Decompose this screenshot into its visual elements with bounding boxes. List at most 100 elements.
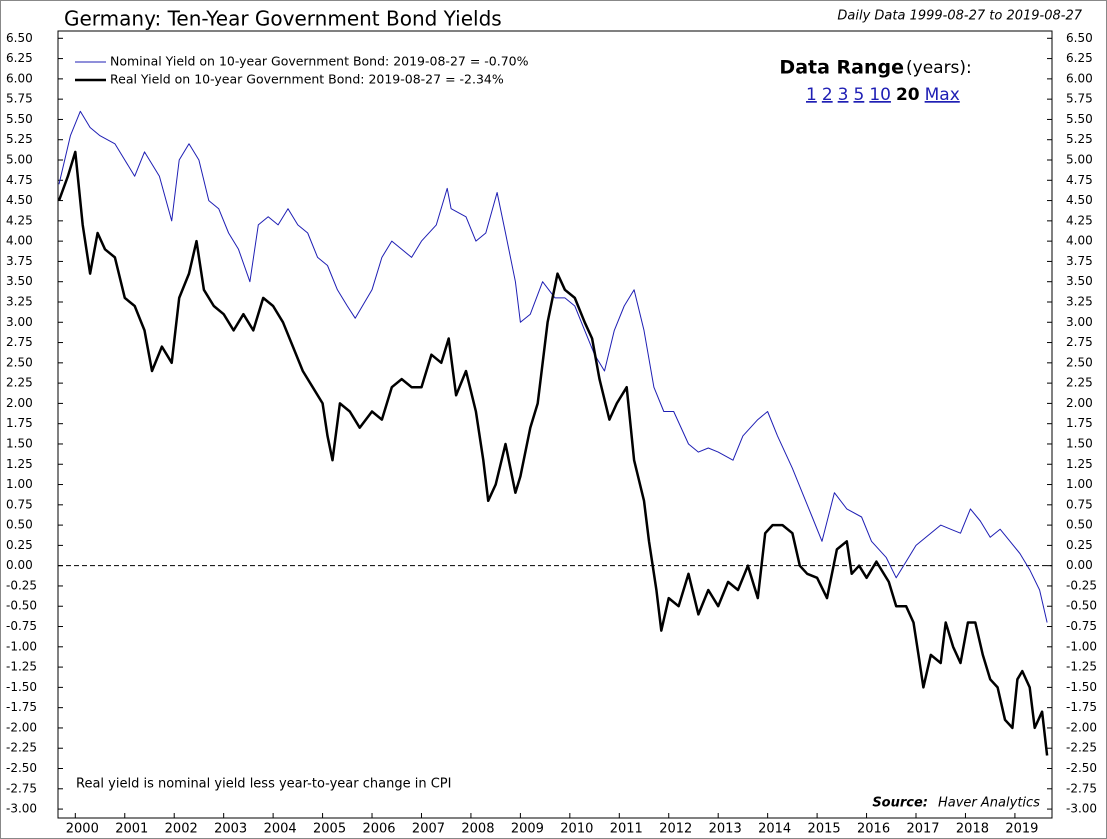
y-tick-label: -1.00 (6, 639, 37, 653)
y2-tick-label: 1.00 (1066, 477, 1093, 491)
y-tick-label: 0.75 (6, 497, 33, 511)
x-tick-label: 2009 (511, 822, 544, 837)
x-tick-label: 2019 (1005, 822, 1038, 837)
y-tick-label: -0.75 (6, 619, 37, 633)
x-tick-label: 2004 (264, 822, 297, 837)
data-range: Data Range (years): (779, 57, 971, 79)
chart-title: Germany: Ten-Year Government Bond Yields (64, 7, 502, 31)
y-tick-label: 2.00 (6, 396, 33, 410)
x-tick-label: 2000 (66, 822, 99, 837)
y-tick-label: 3.50 (6, 274, 33, 288)
y2-tick-label: -0.50 (1066, 599, 1097, 613)
y-tick-label: 1.50 (6, 436, 33, 450)
y2-tick-label: 0.50 (1066, 518, 1093, 532)
y-tick-label: -2.25 (6, 741, 37, 755)
y-tick-label: 0.00 (6, 558, 33, 572)
y2-tick-label: 4.00 (1066, 234, 1093, 248)
y-tick-label: 5.00 (6, 153, 33, 167)
source: Haver Analytics (938, 796, 1040, 811)
range-link[interactable]: 1 (806, 85, 817, 105)
series-line (58, 110, 1048, 623)
y2-tick-label: 5.00 (1066, 153, 1093, 167)
x-tick-label: 2015 (808, 822, 841, 837)
y2-tick-label: -2.25 (1066, 741, 1097, 755)
x-tick-label: 2014 (758, 822, 791, 837)
y-tick-label: 6.50 (6, 31, 33, 45)
y-tick-label: 4.00 (6, 234, 33, 248)
y-tick-label: 2.25 (6, 376, 33, 390)
legend-label: Real Yield on 10-year Government Bond: 2… (110, 72, 504, 87)
y-tick-label: 5.25 (6, 132, 33, 146)
y2-tick-label: 5.50 (1066, 112, 1093, 126)
y-tick-label: 2.75 (6, 335, 33, 349)
y2-tick-label: 3.25 (1066, 294, 1093, 308)
y-tick-label: 1.75 (6, 416, 33, 430)
y-tick-label: 4.75 (6, 173, 33, 187)
y2-tick-label: 2.50 (1066, 355, 1093, 369)
y2-tick-label: 5.75 (1066, 92, 1093, 106)
y2-tick-label: 6.00 (1066, 71, 1093, 85)
y-tick-label: 2.50 (6, 355, 33, 369)
y2-tick-label: -1.00 (1066, 639, 1097, 653)
subtitle: Daily Data 1999-08-27 to 2019-08-27 (837, 9, 1082, 24)
y-tick-label: -0.50 (6, 599, 37, 613)
x-tick-label: 2011 (610, 822, 643, 837)
y2-tick-label: 4.25 (1066, 213, 1093, 227)
y2-tick-label: 0.25 (1066, 538, 1093, 552)
x-tick-label: 2010 (560, 822, 593, 837)
data-range-label: Data Range (779, 57, 904, 79)
y2-tick-label: -2.50 (1066, 761, 1097, 775)
y2-tick-label: -2.75 (1066, 781, 1097, 795)
y-tick-label: 6.00 (6, 71, 33, 85)
y-tick-label: 1.25 (6, 457, 33, 471)
x-tick-label: 2017 (906, 822, 939, 837)
y2-tick-label: 3.75 (1066, 254, 1093, 268)
y-tick-label: 0.25 (6, 538, 33, 552)
y2-tick-label: 3.50 (1066, 274, 1093, 288)
source-label: Source: (872, 796, 928, 811)
y2-tick-label: 6.25 (1066, 51, 1093, 65)
y-tick-label: -3.00 (6, 802, 37, 816)
y-tick-label: 5.75 (6, 92, 33, 106)
x-tick-label: 2018 (956, 822, 989, 837)
y2-tick-label: 1.50 (1066, 436, 1093, 450)
range-selected: 20 (896, 85, 920, 105)
x-tick-label: 2016 (857, 822, 890, 837)
range-link[interactable]: 5 (853, 85, 864, 105)
y-tick-label: 6.25 (6, 51, 33, 65)
note: Real yield is nominal yield less year-to… (76, 777, 451, 792)
x-tick-label: 2008 (461, 822, 494, 837)
y-tick-label: -1.75 (6, 700, 37, 714)
y2-tick-label: 1.75 (1066, 416, 1093, 430)
y2-tick-label: -0.25 (1066, 578, 1097, 592)
y2-tick-label: 6.50 (1066, 31, 1093, 45)
y2-tick-label: 0.75 (1066, 497, 1093, 511)
x-tick-label: 2013 (709, 822, 742, 837)
y2-tick-label: 5.25 (1066, 132, 1093, 146)
y-tick-label: -2.75 (6, 781, 37, 795)
range-link[interactable]: 10 (869, 85, 891, 105)
range-link[interactable]: 3 (838, 85, 849, 105)
series-line (57, 150, 1049, 756)
range-link[interactable]: Max (925, 85, 960, 105)
y-tick-label: 3.00 (6, 315, 33, 329)
x-tick-label: 2001 (115, 822, 148, 837)
y-tick-label: -1.25 (6, 660, 37, 674)
y-tick-label: 5.50 (6, 112, 33, 126)
y2-tick-label: -1.25 (1066, 660, 1097, 674)
x-tick-label: 2006 (362, 822, 395, 837)
y2-tick-label: 0.00 (1066, 558, 1093, 572)
y-tick-label: 4.25 (6, 213, 33, 227)
y-tick-label: -1.50 (6, 680, 37, 694)
y2-tick-label: -3.00 (1066, 802, 1097, 816)
y2-tick-label: 2.25 (1066, 376, 1093, 390)
y2-tick-label: 1.25 (1066, 457, 1093, 471)
y2-tick-label: -1.75 (1066, 700, 1097, 714)
x-tick-label: 2007 (412, 822, 445, 837)
legend-label: Nominal Yield on 10-year Government Bond… (110, 54, 529, 69)
range-link[interactable]: 2 (822, 85, 833, 105)
x-tick-label: 2012 (659, 822, 692, 837)
